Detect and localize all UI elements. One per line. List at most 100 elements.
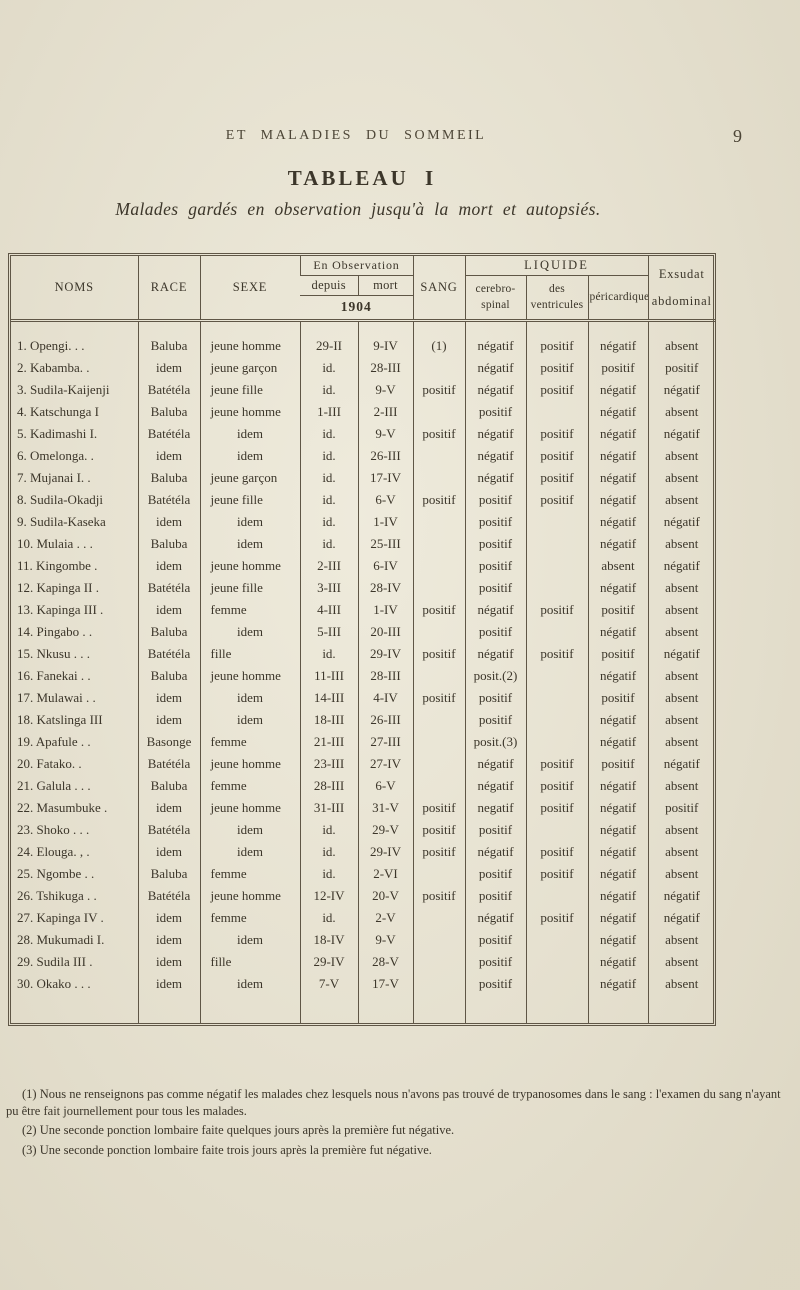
- cell-liquide-cerebro-spinal: négatif: [464, 907, 526, 929]
- cell-depuis: 31-III: [299, 797, 358, 819]
- cell-depuis: id.: [299, 841, 358, 863]
- cell-depuis: id.: [299, 533, 358, 555]
- table-row: 25. Ngombe . . Baluba femme id. 2-VI pos…: [11, 863, 715, 885]
- table-row: 23. Shoko . . . Batétéla idem id. 29-V p…: [11, 819, 715, 841]
- cell-sang: [412, 709, 465, 731]
- cell-exsudat: absent: [647, 951, 715, 973]
- col-header-cerebro-spinal: cerebro- spinal: [464, 275, 526, 321]
- table-row: 27. Kapinga IV . idem femme id. 2-V néga…: [11, 907, 715, 929]
- cell-mort: 26-III: [357, 709, 413, 731]
- col-header-exsudat: Exsudat abdominal: [647, 256, 715, 321]
- col-header-des-ventricules: des ventricules: [525, 275, 588, 321]
- cell-nom: 26. Tshikuga . .: [17, 888, 97, 903]
- cell-race: idem: [137, 797, 200, 819]
- cell-liquide-ventricules: positif: [525, 753, 588, 775]
- table-row: 20. Fatako. . Batétéla jeune homme 23-II…: [11, 753, 715, 775]
- cell-sexe: idem: [199, 973, 300, 995]
- cell-sang: [412, 665, 465, 687]
- cell-liquide-pericardique: absent: [587, 555, 648, 577]
- table-header: NOMS RACE SEXE En Observation SANG LIQUI…: [11, 256, 715, 321]
- running-header: ET MALADIES DU SOMMEIL: [225, 128, 487, 143]
- cell-nom: 24. Elouga. , .: [17, 844, 90, 859]
- cell-sang: [412, 533, 465, 555]
- table-row: 2. Kabamba. . idem jeune garçon id. 28-I…: [11, 357, 715, 379]
- cell-mort: 27-IV: [357, 753, 413, 775]
- cell-nom: 27. Kapinga IV .: [17, 910, 104, 925]
- cell-liquide-pericardique: négatif: [587, 665, 648, 687]
- page-number: 9: [733, 126, 742, 146]
- cell-nom: 12. Kapinga II .: [17, 580, 99, 595]
- cell-sexe: fille: [199, 951, 300, 973]
- cell-sexe: femme: [199, 599, 300, 621]
- col-header-observation: En Observation: [299, 256, 413, 276]
- table-row: 19. Apafule . . Basonge femme 21-III 27-…: [11, 731, 715, 753]
- cell-liquide-ventricules: [525, 687, 588, 709]
- cell-mort: 4-IV: [357, 687, 413, 709]
- cell-liquide-cerebro-spinal: positif: [464, 819, 526, 841]
- col-header-pericardique: péricardique: [587, 275, 648, 321]
- cell-liquide-cerebro-spinal: positif: [464, 973, 526, 995]
- cell-liquide-cerebro-spinal: positif: [464, 533, 526, 555]
- cell-sexe: femme: [199, 863, 300, 885]
- table-row: 16. Fanekai . . Baluba jeune homme 11-II…: [11, 665, 715, 687]
- cell-depuis: id.: [299, 863, 358, 885]
- cell-exsudat: négatif: [647, 555, 715, 577]
- cell-race: Batétéla: [137, 379, 200, 401]
- cell-liquide-ventricules: positif: [525, 379, 588, 401]
- cell-liquide-cerebro-spinal: positif: [464, 489, 526, 511]
- cell-mort: 9-V: [357, 929, 413, 951]
- cell-exsudat: absent: [647, 401, 715, 423]
- cell-depuis: 29-II: [299, 335, 358, 357]
- cell-liquide-ventricules: [525, 929, 588, 951]
- cell-depuis: 1-III: [299, 401, 358, 423]
- cell-race: Batétéla: [137, 577, 200, 599]
- cell-sexe: fille: [199, 643, 300, 665]
- cell-race: Baluba: [137, 775, 200, 797]
- cell-liquide-cerebro-spinal: négatif: [464, 423, 526, 445]
- cell-liquide-ventricules: positif: [525, 863, 588, 885]
- cell-depuis: 12-IV: [299, 885, 358, 907]
- table-row: 11. Kingombe . idem jeune homme 2-III 6-…: [11, 555, 715, 577]
- cell-nom: 23. Shoko . . .: [17, 822, 90, 837]
- cell-nom: 5. Kadimashi I.: [17, 426, 98, 441]
- cell-sang: [412, 753, 465, 775]
- col-header-mort: mort: [357, 275, 413, 296]
- cell-sexe: jeune fille: [199, 379, 300, 401]
- cell-liquide-pericardique: positif: [587, 599, 648, 621]
- cell-sang: [412, 577, 465, 599]
- cell-liquide-cerebro-spinal: negatif: [464, 797, 526, 819]
- cell-liquide-pericardique: négatif: [587, 973, 648, 995]
- cell-nom: 30. Okako . . .: [17, 976, 91, 991]
- cell-race: idem: [137, 357, 200, 379]
- cell-sexe: idem: [199, 511, 300, 533]
- cell-sexe: jeune homme: [199, 665, 300, 687]
- table-row: 21. Galula . . . Baluba femme 28-III 6-V…: [11, 775, 715, 797]
- cell-exsudat: négatif: [647, 511, 715, 533]
- cell-liquide-cerebro-spinal: négatif: [464, 379, 526, 401]
- cell-liquide-pericardique: négatif: [587, 489, 648, 511]
- cell-exsudat: absent: [647, 467, 715, 489]
- table-row: 26. Tshikuga . . Batétéla jeune homme 12…: [11, 885, 715, 907]
- cell-liquide-pericardique: négatif: [587, 379, 648, 401]
- cell-exsudat: absent: [647, 621, 715, 643]
- cell-sexe: idem: [199, 423, 300, 445]
- spacer-row: [11, 320, 715, 335]
- cell-exsudat: négatif: [647, 753, 715, 775]
- cell-mort: 20-V: [357, 885, 413, 907]
- cell-sang: [412, 511, 465, 533]
- cell-liquide-pericardique: négatif: [587, 775, 648, 797]
- cell-depuis: 3-III: [299, 577, 358, 599]
- cell-nom: 6. Omelonga. .: [17, 448, 94, 463]
- table-row: 7. Mujanai I. . Baluba jeune garçon id. …: [11, 467, 715, 489]
- cell-mort: 26-III: [357, 445, 413, 467]
- cell-exsudat: absent: [647, 687, 715, 709]
- cell-liquide-pericardique: négatif: [587, 929, 648, 951]
- cell-mort: 6-IV: [357, 555, 413, 577]
- cell-liquide-pericardique: négatif: [587, 709, 648, 731]
- cell-exsudat: absent: [647, 489, 715, 511]
- cell-depuis: id.: [299, 357, 358, 379]
- cell-sang: positif: [412, 885, 465, 907]
- cell-race: Batétéla: [137, 819, 200, 841]
- table-row: 28. Mukumadi I. idem idem 18-IV 9-V posi…: [11, 929, 715, 951]
